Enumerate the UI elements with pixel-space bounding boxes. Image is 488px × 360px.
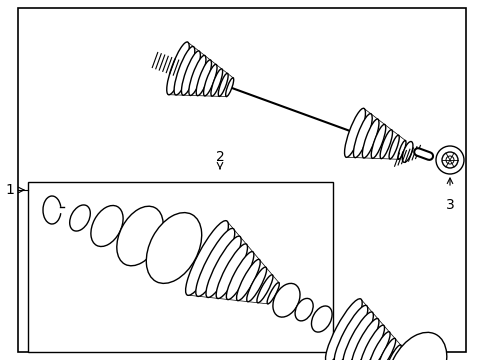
Ellipse shape: [226, 252, 253, 300]
Ellipse shape: [216, 244, 247, 298]
Ellipse shape: [181, 51, 200, 95]
Ellipse shape: [386, 345, 401, 360]
Bar: [28, 182, 332, 352]
Ellipse shape: [174, 46, 194, 95]
Ellipse shape: [166, 42, 189, 95]
Ellipse shape: [435, 146, 463, 174]
Ellipse shape: [294, 298, 312, 321]
Ellipse shape: [334, 305, 367, 360]
Ellipse shape: [225, 78, 233, 96]
Text: 3: 3: [445, 198, 453, 212]
Ellipse shape: [146, 213, 201, 283]
Ellipse shape: [210, 69, 222, 96]
Ellipse shape: [388, 135, 398, 159]
Ellipse shape: [185, 221, 228, 295]
Ellipse shape: [203, 64, 217, 96]
Ellipse shape: [246, 267, 266, 302]
Ellipse shape: [395, 351, 406, 360]
Ellipse shape: [70, 205, 90, 231]
Ellipse shape: [397, 140, 405, 159]
Ellipse shape: [205, 236, 241, 297]
Text: 2: 2: [215, 150, 224, 164]
Ellipse shape: [360, 325, 384, 360]
Ellipse shape: [266, 283, 279, 304]
Ellipse shape: [402, 141, 412, 162]
Ellipse shape: [272, 283, 300, 317]
Ellipse shape: [325, 299, 362, 360]
Ellipse shape: [353, 114, 371, 158]
Ellipse shape: [117, 206, 163, 266]
Ellipse shape: [370, 124, 385, 158]
Ellipse shape: [188, 55, 205, 95]
Ellipse shape: [344, 108, 365, 157]
Ellipse shape: [343, 312, 373, 360]
Ellipse shape: [236, 259, 260, 301]
Ellipse shape: [311, 306, 331, 332]
Ellipse shape: [445, 156, 453, 164]
Ellipse shape: [368, 332, 389, 360]
Ellipse shape: [362, 119, 378, 158]
Ellipse shape: [351, 319, 378, 360]
Ellipse shape: [91, 206, 123, 247]
Ellipse shape: [379, 130, 392, 159]
Text: 1: 1: [5, 183, 14, 197]
Ellipse shape: [256, 275, 272, 303]
Ellipse shape: [195, 228, 234, 296]
Ellipse shape: [218, 73, 228, 96]
Ellipse shape: [196, 60, 211, 96]
Ellipse shape: [386, 332, 446, 360]
Ellipse shape: [377, 338, 395, 360]
Ellipse shape: [441, 152, 457, 168]
